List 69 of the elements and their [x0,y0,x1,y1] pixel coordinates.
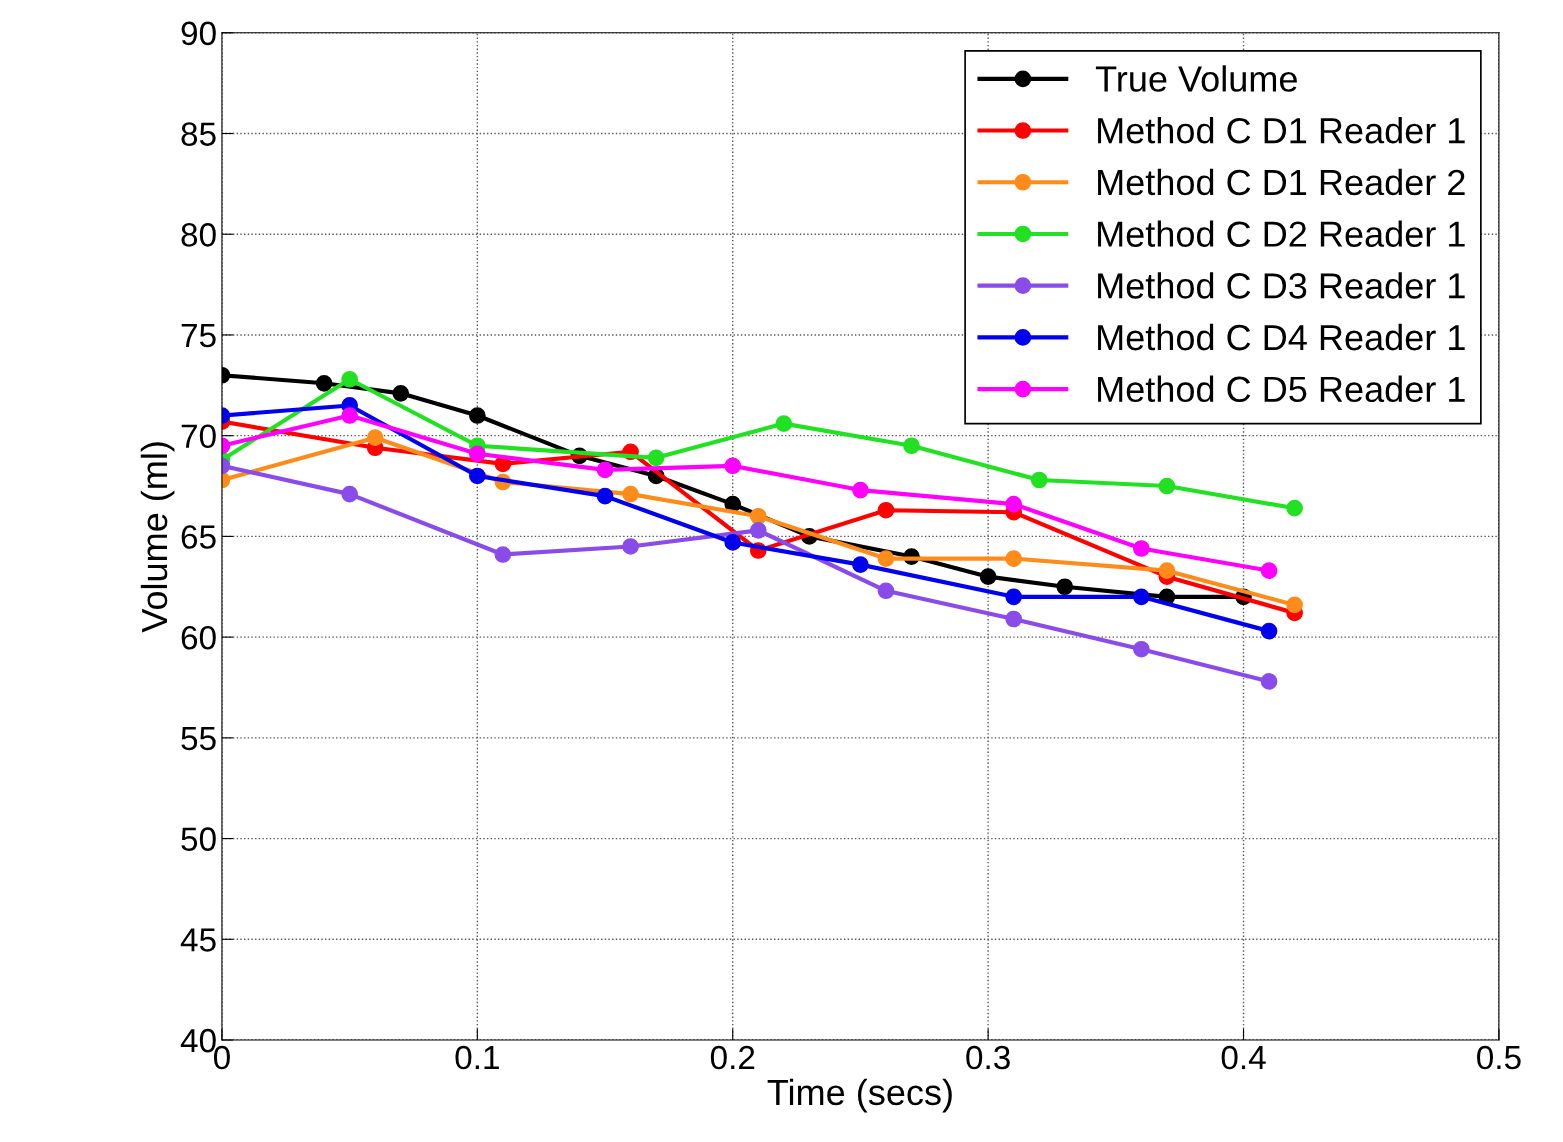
point [877,582,895,600]
point [469,467,486,485]
point [877,501,895,519]
point [596,487,614,505]
x-tick-label: 0.1 [455,1045,499,1070]
legend-label: Method C D3 Reader 1 [1098,272,1465,299]
point [494,546,512,563]
point [1005,588,1023,606]
point [877,550,895,567]
point [469,445,486,463]
x-tick-label: 0.5 [1477,1045,1521,1070]
x-tick-label: 0 [213,1045,230,1070]
y-tick-label: 85 [181,122,216,146]
point [469,407,486,424]
legend-label: Method C D4 Reader 1 [1098,323,1465,351]
y-tick-label: 45 [180,928,216,952]
point [1260,562,1278,579]
y-tick-label: 70 [181,424,216,449]
point [775,415,793,432]
point [749,522,767,539]
point [1005,495,1023,513]
point [1260,622,1278,640]
y-tick-label: 65 [181,525,216,549]
point [1260,673,1278,690]
point [315,374,333,392]
point [1286,596,1303,614]
point [852,556,869,573]
point [596,461,614,479]
y-tick-label: 40 [180,1028,216,1053]
y-tick-label: 50 [181,827,216,851]
legend-label: Method C D1 Reader 2 [1098,168,1465,196]
point [1286,499,1303,517]
point [341,485,358,503]
point [724,457,742,475]
y-tick-label: 90 [181,21,216,46]
legend-label: True Volume [1095,65,1297,92]
y-tick-label: 60 [181,625,216,650]
point [392,385,410,402]
point [1005,610,1023,628]
point [852,481,869,499]
point [1133,540,1150,557]
y-tick-label: 55 [181,726,216,751]
y-tick-label: 75 [181,324,216,348]
point [622,538,639,555]
point [1158,477,1176,495]
y-axis-title: Volume (ml) [140,442,175,633]
point [341,407,358,424]
point [1158,562,1176,579]
point [903,437,920,455]
point [1030,471,1048,489]
point [724,534,742,551]
point [1133,588,1150,606]
point [749,507,767,525]
point [1056,578,1074,596]
legend-label: Method C D5 Reader 1 [1098,375,1465,403]
point [622,485,639,503]
point [1005,550,1023,567]
point [979,568,997,586]
x-axis-title: Time (secs) [767,1078,952,1113]
point [366,429,384,447]
y-tick-label: 80 [181,223,216,247]
legend-label: Method C D2 Reader 1 [1098,220,1465,247]
legend-label: Method C D1 Reader 1 [1098,116,1465,144]
point [647,449,665,467]
point [1133,640,1150,658]
x-tick-label: 0.4 [1221,1045,1266,1070]
point [341,370,358,388]
x-tick-label: 0.2 [710,1045,755,1070]
x-tick-label: 0.3 [966,1045,1010,1070]
